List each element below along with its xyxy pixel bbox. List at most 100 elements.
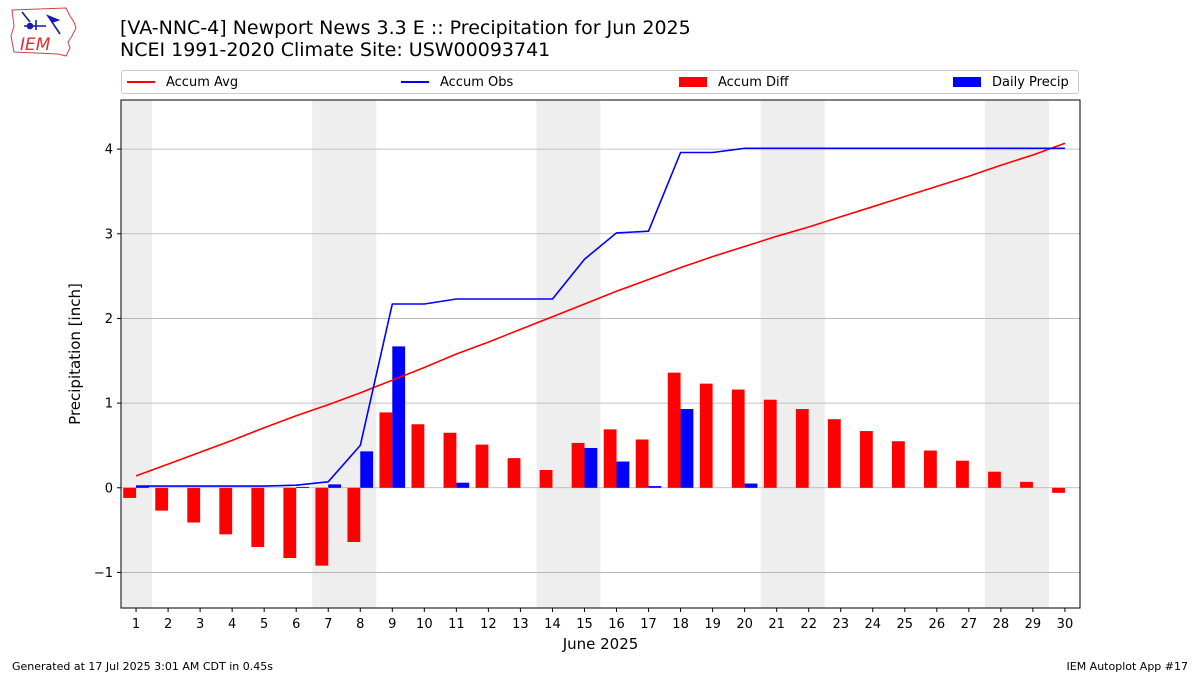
accum-diff-bar	[251, 487, 265, 548]
legend-swatch-daily-precip	[953, 77, 981, 87]
legend-item-accum-avg: Accum Avg	[127, 71, 238, 93]
accum-diff-bar	[699, 383, 713, 488]
weather-station-icon	[21, 11, 61, 35]
x-axis-label: June 2025	[562, 635, 639, 653]
x-tick-label: 25	[897, 617, 914, 632]
x-tick-label: 8	[356, 617, 364, 632]
accum-diff-bar	[571, 442, 585, 488]
accum-diff-bar	[315, 487, 329, 566]
x-tick-label: 5	[260, 617, 268, 632]
accum-diff-bar	[123, 487, 137, 498]
daily-precip-bar	[648, 486, 662, 488]
legend-item-daily-precip: Daily Precip	[953, 71, 1069, 93]
x-tick-label: 27	[961, 617, 978, 632]
x-tick-label: 4	[228, 617, 236, 632]
generated-timestamp: Generated at 17 Jul 2025 3:01 AM CDT in …	[12, 660, 273, 673]
legend-label-daily-precip: Daily Precip	[992, 74, 1069, 90]
legend-label-accum-avg: Accum Avg	[166, 74, 239, 90]
x-tick-label: 19	[704, 617, 721, 632]
x-tick-label: 11	[448, 617, 465, 632]
x-axis-ticks: 1 2 3 4 5 6 7 8 9 10 11 12 13 14 15 16 17 18 19 20 21 22 23 24 2…	[132, 608, 1073, 632]
accum-diff-bar	[795, 409, 809, 488]
daily-precip-bar	[456, 482, 470, 488]
x-tick-label: 24	[864, 617, 881, 632]
daily-precip-bar	[360, 451, 374, 488]
accum-avg-line	[135, 142, 1066, 477]
x-tick-label: 12	[480, 617, 497, 632]
weekend-shade-5	[984, 100, 1049, 608]
accum-diff-bar	[443, 432, 457, 488]
x-tick-label: 14	[544, 617, 561, 632]
x-tick-label: 2	[164, 617, 172, 632]
accum-diff-bar	[891, 441, 905, 488]
daily-precip-bar	[136, 486, 149, 488]
weekend-shade-1	[121, 100, 153, 608]
legend-label-accum-obs: Accum Obs	[440, 74, 514, 90]
iowa-map-outline-icon	[10, 7, 77, 57]
accum-diff-bar	[1052, 487, 1065, 493]
x-tick-label: 26	[929, 617, 946, 632]
accum-diff-bar	[155, 487, 169, 511]
accum-diff-bar	[827, 419, 841, 488]
logo-text: IEM	[20, 35, 51, 55]
x-tick-label: 20	[736, 617, 753, 632]
axes-frame	[120, 99, 1081, 609]
daily-precip-bar	[328, 484, 342, 488]
x-tick-label: 10	[416, 617, 433, 632]
y-axis-ticks: −1 0 1 2 3 4	[94, 143, 121, 581]
x-tick-label: 29	[1025, 617, 1042, 632]
legend-item-accum-obs: Accum Obs	[401, 71, 513, 93]
chart-legend: Accum Avg Accum Obs Accum Diff Daily Pre…	[121, 70, 1079, 94]
chart-title: [VA-NNC-4] Newport News 3.3 E :: Precipi…	[120, 17, 691, 39]
accum-diff-bar	[731, 389, 745, 488]
accum-diff-bar	[411, 424, 425, 488]
accum-diff-bar	[1020, 481, 1033, 488]
x-tick-label: 30	[1057, 617, 1074, 632]
bar-series	[123, 346, 1065, 566]
accum-diff-bar	[603, 429, 617, 488]
x-tick-label: 18	[672, 617, 689, 632]
legend-swatch-accum-obs	[401, 81, 429, 83]
daily-precip-bar	[616, 461, 630, 488]
x-tick-label: 17	[640, 617, 657, 632]
x-tick-label: 22	[800, 617, 817, 632]
daily-precip-bar	[680, 409, 694, 488]
accum-diff-bar	[859, 431, 873, 488]
x-tick-label: 1	[132, 617, 140, 632]
y-gridlines	[121, 148, 1080, 573]
accum-diff-bar	[667, 372, 681, 488]
daily-precip-bar	[584, 447, 598, 488]
accum-diff-bar	[347, 487, 361, 542]
x-tick-label: 3	[196, 617, 204, 632]
accum-diff-bar	[507, 458, 521, 488]
x-tick-label: 9	[388, 617, 396, 632]
accum-diff-bar	[924, 450, 937, 488]
y-tick-label: 2	[105, 312, 113, 327]
accum-diff-bar	[219, 487, 233, 535]
weekend-shading	[121, 100, 1049, 608]
x-tick-label: 21	[768, 617, 785, 632]
y-tick-label: −1	[94, 566, 113, 581]
line-series	[135, 142, 1066, 487]
x-tick-label: 28	[993, 617, 1010, 632]
daily-precip-bar	[744, 483, 758, 488]
weekend-shade-3	[536, 100, 601, 608]
y-tick-label: 4	[105, 143, 113, 158]
x-tick-label: 15	[576, 617, 593, 632]
legend-item-accum-diff: Accum Diff	[679, 71, 789, 93]
chart-subtitle: NCEI 1991-2020 Climate Site: USW00093741	[120, 39, 551, 61]
daily-precip-bar	[296, 486, 310, 488]
x-tick-label: 23	[832, 617, 849, 632]
iem-logo: IEM	[10, 7, 77, 57]
accum-diff-bar	[187, 487, 201, 523]
x-tick-label: 6	[292, 617, 300, 632]
accum-diff-bar	[379, 412, 393, 488]
x-tick-label: 7	[324, 617, 332, 632]
y-tick-label: 1	[105, 397, 113, 412]
accum-diff-bar	[988, 471, 1001, 488]
y-tick-label: 3	[105, 227, 113, 242]
accum-diff-bar	[283, 487, 297, 559]
autoplot-app-label: IEM Autoplot App #17	[1066, 660, 1189, 673]
x-tick-label: 13	[512, 617, 529, 632]
